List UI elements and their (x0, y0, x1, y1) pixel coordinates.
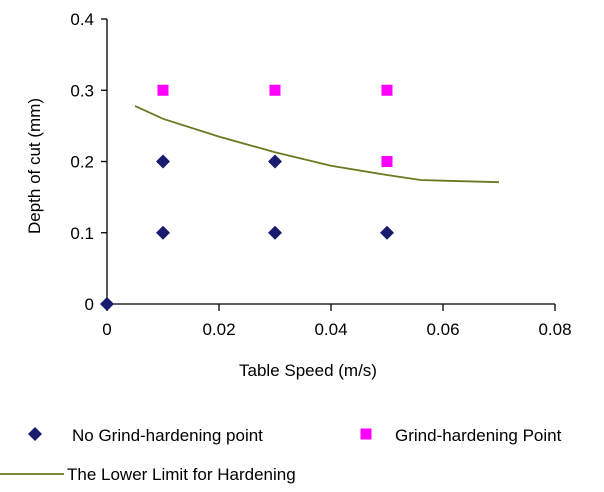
hardening-point (381, 84, 393, 96)
no-hardening-point (156, 225, 170, 240)
hardening-point (157, 84, 169, 96)
hardening-point (381, 156, 393, 167)
lower-limit-line (134, 105, 500, 184)
legend: No Grind-hardening point Grind-hardening … (0, 426, 562, 484)
y-tick-label: 0.2 (70, 153, 94, 172)
x-tick-label: 0.08 (538, 320, 571, 339)
y-ticks: 0 0.1 0.2 0.3 0.4 (70, 10, 107, 314)
x-tick-label: 0.04 (314, 320, 347, 339)
legend-no-hardening-icon (28, 427, 42, 441)
no-hardening-point (156, 154, 170, 169)
y-tick-label: 0 (85, 295, 94, 314)
legend-hardening-icon (360, 428, 372, 440)
legend-no-hardening-label: No Grind-hardening point (72, 426, 263, 445)
y-tick-label: 0.1 (70, 224, 94, 243)
axes: 0 0.02 0.04 0.06 0.08 0 0.1 0.2 0.3 0.4 (70, 10, 571, 339)
no-hardening-point (380, 225, 394, 240)
x-ticks: 0 0.02 0.04 0.06 0.08 (102, 304, 572, 339)
legend-lower-limit-label: The Lower Limit for Hardening (67, 465, 296, 484)
y-tick-label: 0.3 (70, 81, 94, 100)
x-tick-label: 0.06 (426, 320, 459, 339)
x-tick-label: 0.02 (202, 320, 235, 339)
no-hardening-point (268, 154, 282, 169)
no-hardening-point (100, 297, 114, 311)
legend-hardening-label: Grind-hardening Point (395, 426, 562, 445)
x-axis-title: Table Speed (m/s) (239, 361, 377, 380)
no-hardening-point (268, 225, 282, 240)
y-axis-title: Depth of cut (mm) (25, 98, 44, 234)
x-tick-label: 0 (102, 320, 111, 339)
y-tick-label: 0.4 (70, 10, 94, 29)
hardening-point (269, 84, 281, 96)
plot-series (100, 84, 500, 311)
